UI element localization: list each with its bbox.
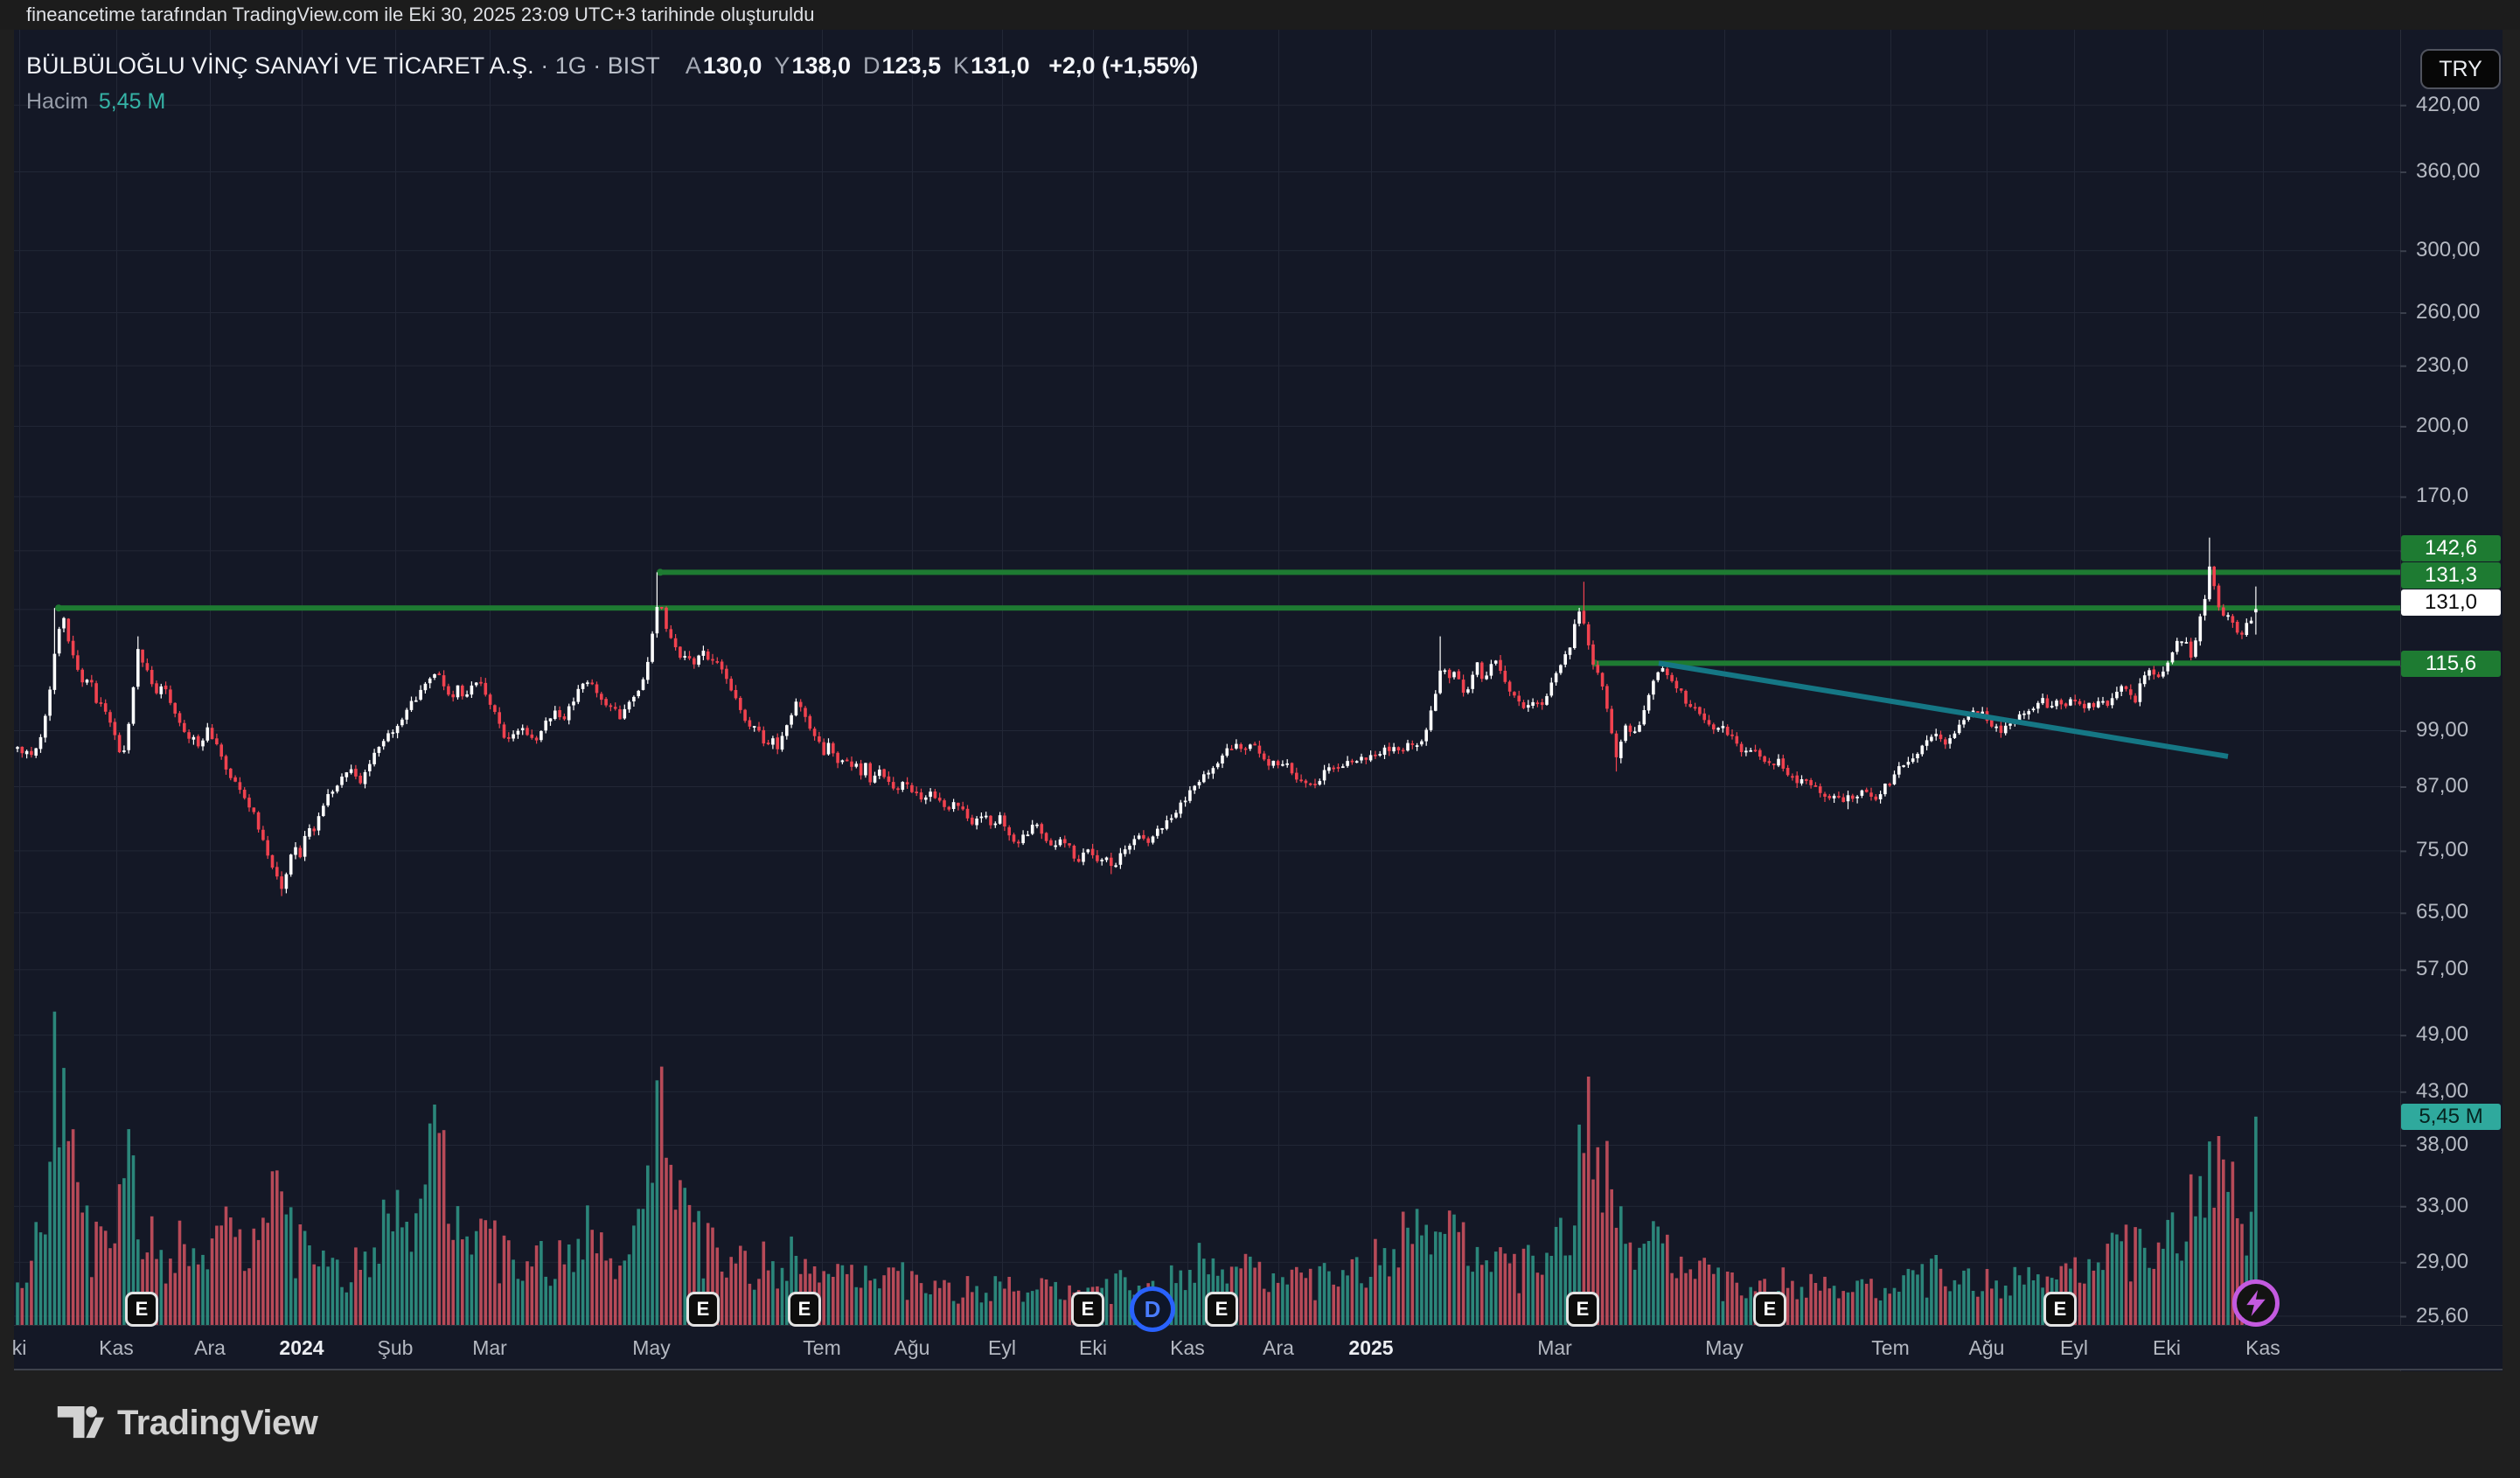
time-tick-label: Ara — [1263, 1336, 1294, 1359]
volume-legend[interactable]: Hacim 5,45 M — [26, 89, 165, 115]
time-tick-label: 2025 — [1348, 1336, 1394, 1359]
price-tick-label: 200,0 — [2416, 414, 2469, 437]
time-tick-label: Eyl — [2060, 1336, 2088, 1359]
exchange-label[interactable]: BIST — [607, 52, 660, 79]
time-tick-label: ki — [11, 1336, 27, 1359]
time-tick-label: Eki — [1079, 1336, 1107, 1359]
earnings-marker[interactable]: E — [788, 1292, 821, 1327]
low-label: D — [863, 52, 881, 79]
open-label: A — [685, 52, 701, 79]
earnings-marker[interactable]: E — [125, 1292, 158, 1327]
symbol-title[interactable]: BÜLBÜLOĞLU VİNÇ SANAYİ VE TİCARET A.Ş. — [26, 52, 534, 79]
price-tick-label: 300,00 — [2416, 238, 2481, 261]
low-value: 123,5 — [881, 52, 942, 79]
level-price-badge: 115,6 — [2401, 651, 2501, 677]
chart-pane[interactable] — [14, 30, 2400, 1325]
price-tick-label: 75,00 — [2416, 838, 2469, 861]
time-tick-label: Kas — [99, 1336, 134, 1359]
price-tick-label: 99,00 — [2416, 718, 2469, 742]
time-tick-label: Şub — [377, 1336, 414, 1359]
time-tick-label: Tem — [1871, 1336, 1910, 1359]
price-tick-label: 65,00 — [2416, 900, 2469, 924]
tradingview-logo-text: TradingView — [117, 1403, 318, 1442]
price-tick-label: 57,00 — [2416, 957, 2469, 980]
earnings-marker[interactable]: E — [1205, 1292, 1238, 1327]
close-label: K — [953, 52, 970, 79]
earnings-marker[interactable]: E — [1753, 1292, 1786, 1327]
time-tick-label: May — [1705, 1336, 1744, 1359]
tradingview-logo[interactable]: TradingView — [56, 1403, 318, 1443]
price-tick-label: 230,0 — [2416, 353, 2469, 377]
price-tick-label: 260,00 — [2416, 300, 2481, 324]
time-tick-label: Ara — [194, 1336, 226, 1359]
tradingview-logo-icon — [57, 1406, 105, 1439]
attribution-text: fineancetime tarafından TradingView.com … — [26, 3, 815, 25]
time-tick-label: Kas — [1170, 1336, 1205, 1359]
price-tick-label: 38,00 — [2416, 1133, 2469, 1156]
close-value: 131,0 — [971, 52, 1030, 79]
price-tick-label: 29,00 — [2416, 1250, 2469, 1273]
open-value: 130,0 — [702, 52, 762, 79]
high-label: Y — [774, 52, 790, 79]
price-tick-label: 360,00 — [2416, 159, 2481, 183]
high-value: 138,0 — [791, 52, 852, 79]
price-tick-label: 420,00 — [2416, 93, 2481, 116]
time-tick-label: Eyl — [988, 1336, 1016, 1359]
dividend-marker[interactable]: D — [1130, 1286, 1175, 1332]
flash-event-marker[interactable] — [2232, 1279, 2280, 1327]
time-tick-label: Ağu — [1968, 1336, 2005, 1359]
volume-value: 5,45 M — [98, 89, 166, 114]
time-tick-label: Ağu — [894, 1336, 930, 1359]
price-axis[interactable] — [2400, 30, 2503, 1371]
price-tick-label: 25,60 — [2416, 1304, 2469, 1328]
change-value: +2,0 (+1,55%) — [1048, 52, 1199, 79]
currency-toggle-button[interactable]: TRY — [2420, 49, 2501, 89]
time-tick-label: Eki — [2153, 1336, 2181, 1359]
interval-label[interactable]: 1G — [554, 52, 587, 79]
time-tick-label: 2024 — [279, 1336, 324, 1359]
earnings-marker[interactable]: E — [686, 1292, 720, 1327]
time-tick-label: Mar — [472, 1336, 507, 1359]
volume-value-badge: 5,45 M — [2401, 1104, 2501, 1130]
time-tick-label: May — [632, 1336, 671, 1359]
volume-label: Hacim — [26, 89, 88, 114]
time-axis[interactable] — [14, 1325, 2503, 1370]
price-tick-label: 43,00 — [2416, 1079, 2469, 1103]
symbol-legend[interactable]: BÜLBÜLOĞLU VİNÇ SANAYİ VE TİCARET A.Ş. ·… — [26, 52, 1199, 79]
level-price-badge: 142,6 — [2401, 535, 2501, 561]
price-tick-label: 87,00 — [2416, 774, 2469, 798]
price-tick-label: 170,0 — [2416, 484, 2469, 507]
earnings-marker[interactable]: E — [1071, 1292, 1104, 1327]
level-price-badge: 131,3 — [2401, 562, 2501, 589]
earnings-marker[interactable]: E — [1566, 1292, 1599, 1327]
current-price-badge: 131,0 — [2401, 589, 2501, 616]
price-tick-label: 33,00 — [2416, 1194, 2469, 1217]
time-tick-label: Kas — [2245, 1336, 2280, 1359]
time-tick-label: Tem — [803, 1336, 841, 1359]
attribution-bar: fineancetime tarafından TradingView.com … — [0, 0, 2520, 30]
price-tick-label: 49,00 — [2416, 1022, 2469, 1046]
earnings-marker[interactable]: E — [2043, 1292, 2077, 1327]
lightning-icon — [2246, 1290, 2266, 1316]
time-tick-label: Mar — [1537, 1336, 1572, 1359]
